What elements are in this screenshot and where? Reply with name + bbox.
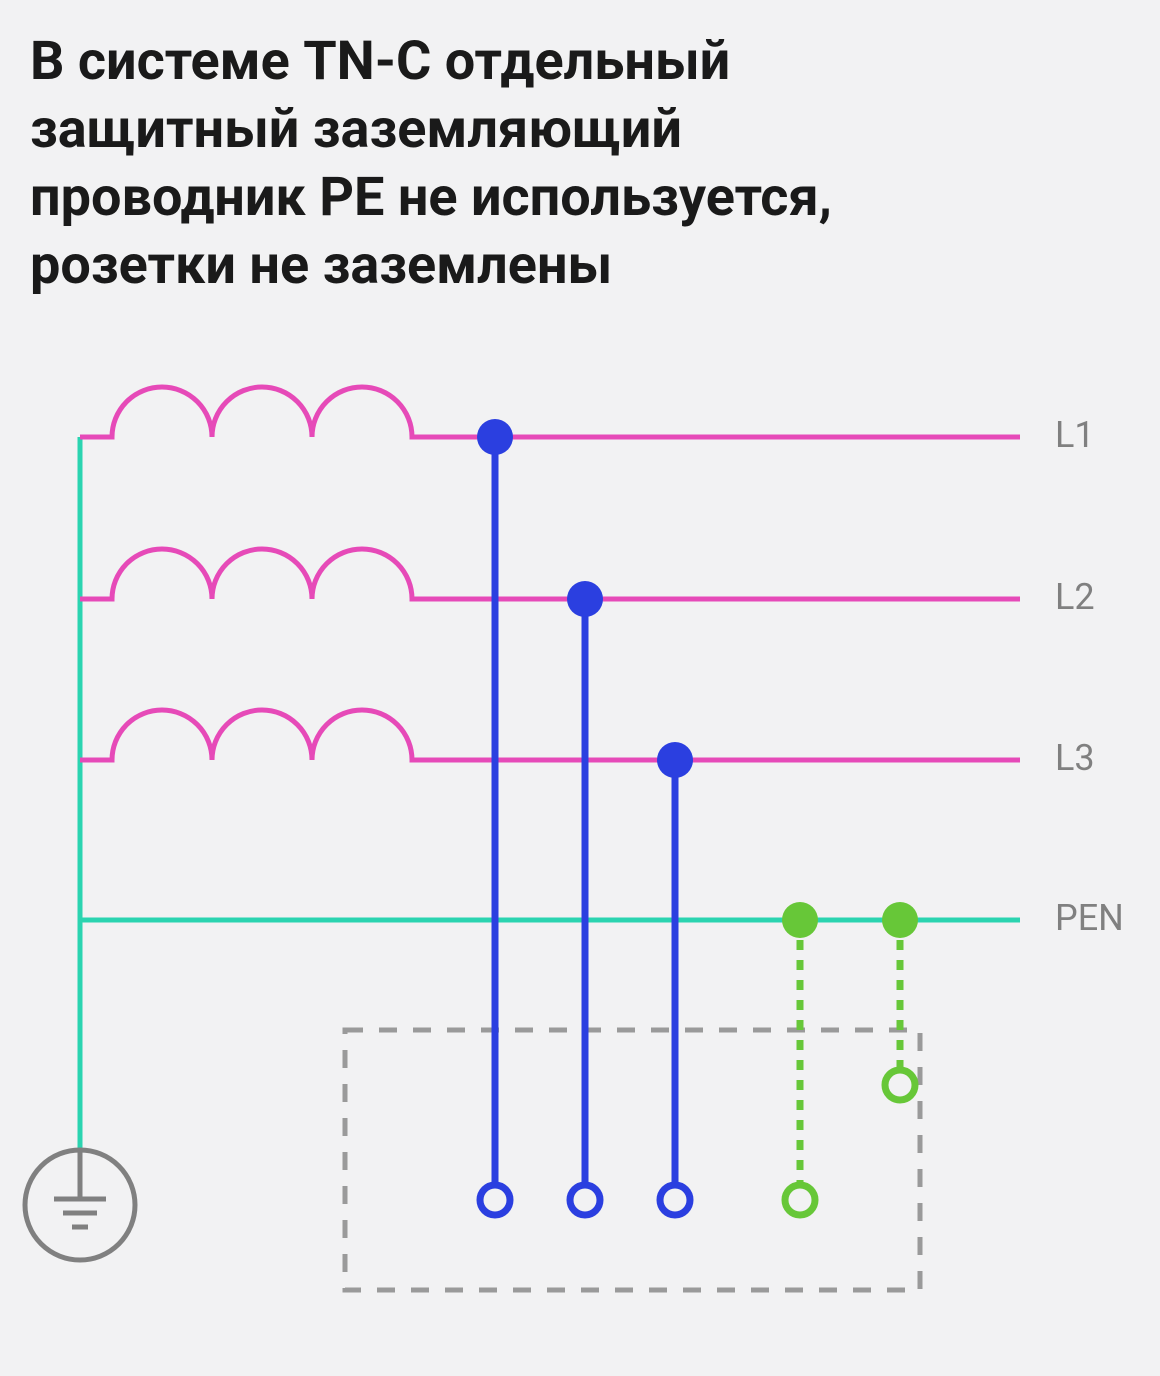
drop-pen2-terminal (885, 1070, 915, 1100)
phase-l1 (80, 387, 1020, 437)
drop-l2-terminal (570, 1185, 600, 1215)
label-l1: L1 (1055, 414, 1095, 456)
drop-l1-terminal (480, 1185, 510, 1215)
drop-pen1-junction (782, 902, 818, 938)
label-pen: PEN (1055, 897, 1124, 939)
drop-l3-junction (657, 742, 693, 778)
drop-l3-terminal (660, 1185, 690, 1215)
drop-l1-junction (477, 419, 513, 455)
drop-pen2-junction (882, 902, 918, 938)
label-l3: L3 (1055, 737, 1095, 779)
drop-pen1-terminal (785, 1185, 815, 1215)
phase-l3 (80, 710, 1020, 760)
consumer-box (345, 1030, 920, 1290)
phase-l2 (80, 549, 1020, 599)
wiring-diagram (0, 0, 1160, 1376)
drop-l2-junction (567, 581, 603, 617)
label-l2: L2 (1055, 576, 1095, 618)
diagram-canvas: В системе TN-C отдельный защитный заземл… (0, 0, 1160, 1376)
